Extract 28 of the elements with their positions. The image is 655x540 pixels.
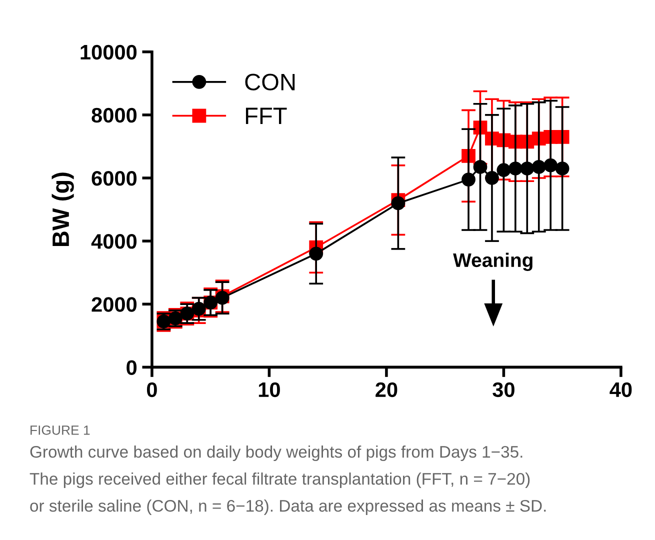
legend-label: FFT: [246, 108, 287, 124]
x-tick-label: 20: [376, 382, 398, 398]
point: [462, 172, 476, 187]
point: [496, 163, 511, 178]
y-tick-label: 10000: [80, 44, 137, 60]
text: The pigs received either fecal filtrate transplantation (FFT, n = 7−20): [30, 472, 530, 488]
x-tick-label: 10: [258, 382, 280, 398]
y-tick-label: 6000: [92, 170, 137, 186]
y-axis-title: BW (g): [52, 172, 74, 246]
annotation: Weaning: [453, 252, 532, 272]
legend-label: CON: [245, 74, 295, 90]
y-tick-label: 4000: [91, 234, 137, 249]
y-tick-label: 2000: [92, 297, 137, 312]
point: [520, 162, 534, 176]
y-tick-label: 8000: [92, 108, 137, 123]
caption: FIGURE 1: [30, 425, 90, 435]
text: or sterile saline (CON, n = 6−18). Data are expressed as means ± SD.: [30, 500, 546, 516]
text: Growth curve based on daily body weights of pigs from Days 1−35.: [30, 446, 522, 462]
x-tick-label: 40: [610, 382, 632, 398]
point: [473, 160, 488, 174]
y-tick-label: 0: [126, 360, 137, 375]
point: [532, 160, 546, 174]
x-tick-label: 30: [492, 382, 514, 398]
x-tick-label: 0: [146, 382, 157, 398]
point: [309, 246, 324, 261]
point: [508, 162, 522, 176]
point: [391, 196, 406, 210]
point: [544, 158, 558, 172]
